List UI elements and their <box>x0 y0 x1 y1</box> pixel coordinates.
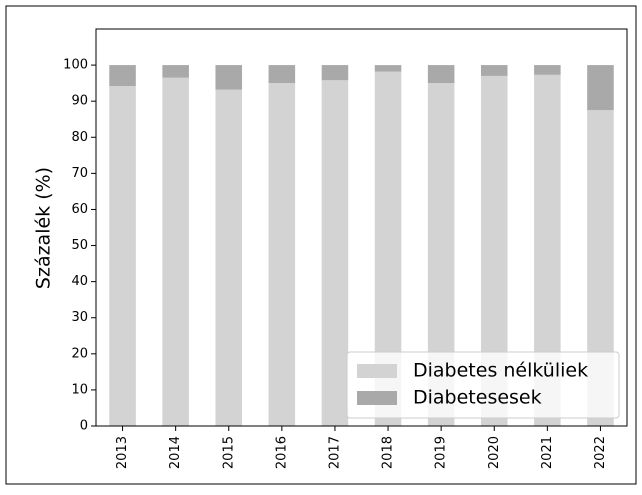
x-tick-label: 2019 <box>434 436 449 469</box>
x-tick-label: 2020 <box>487 436 502 469</box>
bar-segment <box>268 65 296 84</box>
bar-segment <box>374 65 402 72</box>
x-tick-label: 2021 <box>540 436 555 469</box>
y-tick-label: 50 <box>71 238 88 253</box>
y-tick-label: 30 <box>71 310 88 325</box>
bar-segment <box>215 65 243 90</box>
bar-segment <box>587 65 614 111</box>
bar-segment <box>162 65 189 78</box>
y-tick-label: 60 <box>71 202 88 217</box>
bar-segment <box>162 77 189 427</box>
y-tick-label: 100 <box>63 58 88 73</box>
bar-segment <box>480 65 508 76</box>
x-tick-label: 2015 <box>221 436 236 469</box>
y-tick-label: 20 <box>71 346 88 361</box>
y-axis-label: Százalék (%) <box>33 167 55 289</box>
x-tick-label: 2014 <box>168 436 183 469</box>
bar-segment <box>109 86 136 427</box>
bar-segment <box>109 65 136 87</box>
bar-segment <box>534 65 561 75</box>
y-tick-label: 70 <box>71 166 88 181</box>
y-tick-label: 80 <box>71 130 88 145</box>
bar-segment <box>321 65 349 81</box>
plot-frame <box>95 28 628 427</box>
y-tick-label: 10 <box>71 382 88 397</box>
bar-segment <box>427 65 455 84</box>
x-tick-label: 2022 <box>593 436 608 469</box>
legend-label: Diabetes nélküliek <box>413 360 588 382</box>
x-tick-label: 2017 <box>327 436 342 469</box>
y-tick-label: 0 <box>80 419 88 434</box>
legend-box <box>346 351 620 419</box>
y-tick-label: 90 <box>71 94 88 109</box>
bar-segment <box>215 89 243 427</box>
x-tick-label: 2018 <box>381 436 396 469</box>
bar-segment <box>321 80 349 427</box>
legend-swatch <box>357 364 397 378</box>
x-tick-label: 2016 <box>274 436 289 469</box>
x-tick-label: 2013 <box>115 436 130 469</box>
legend-label: Diabetesesek <box>413 387 542 409</box>
bar-segment <box>268 83 296 427</box>
legend-swatch <box>357 391 397 405</box>
y-tick-label: 40 <box>71 274 88 289</box>
